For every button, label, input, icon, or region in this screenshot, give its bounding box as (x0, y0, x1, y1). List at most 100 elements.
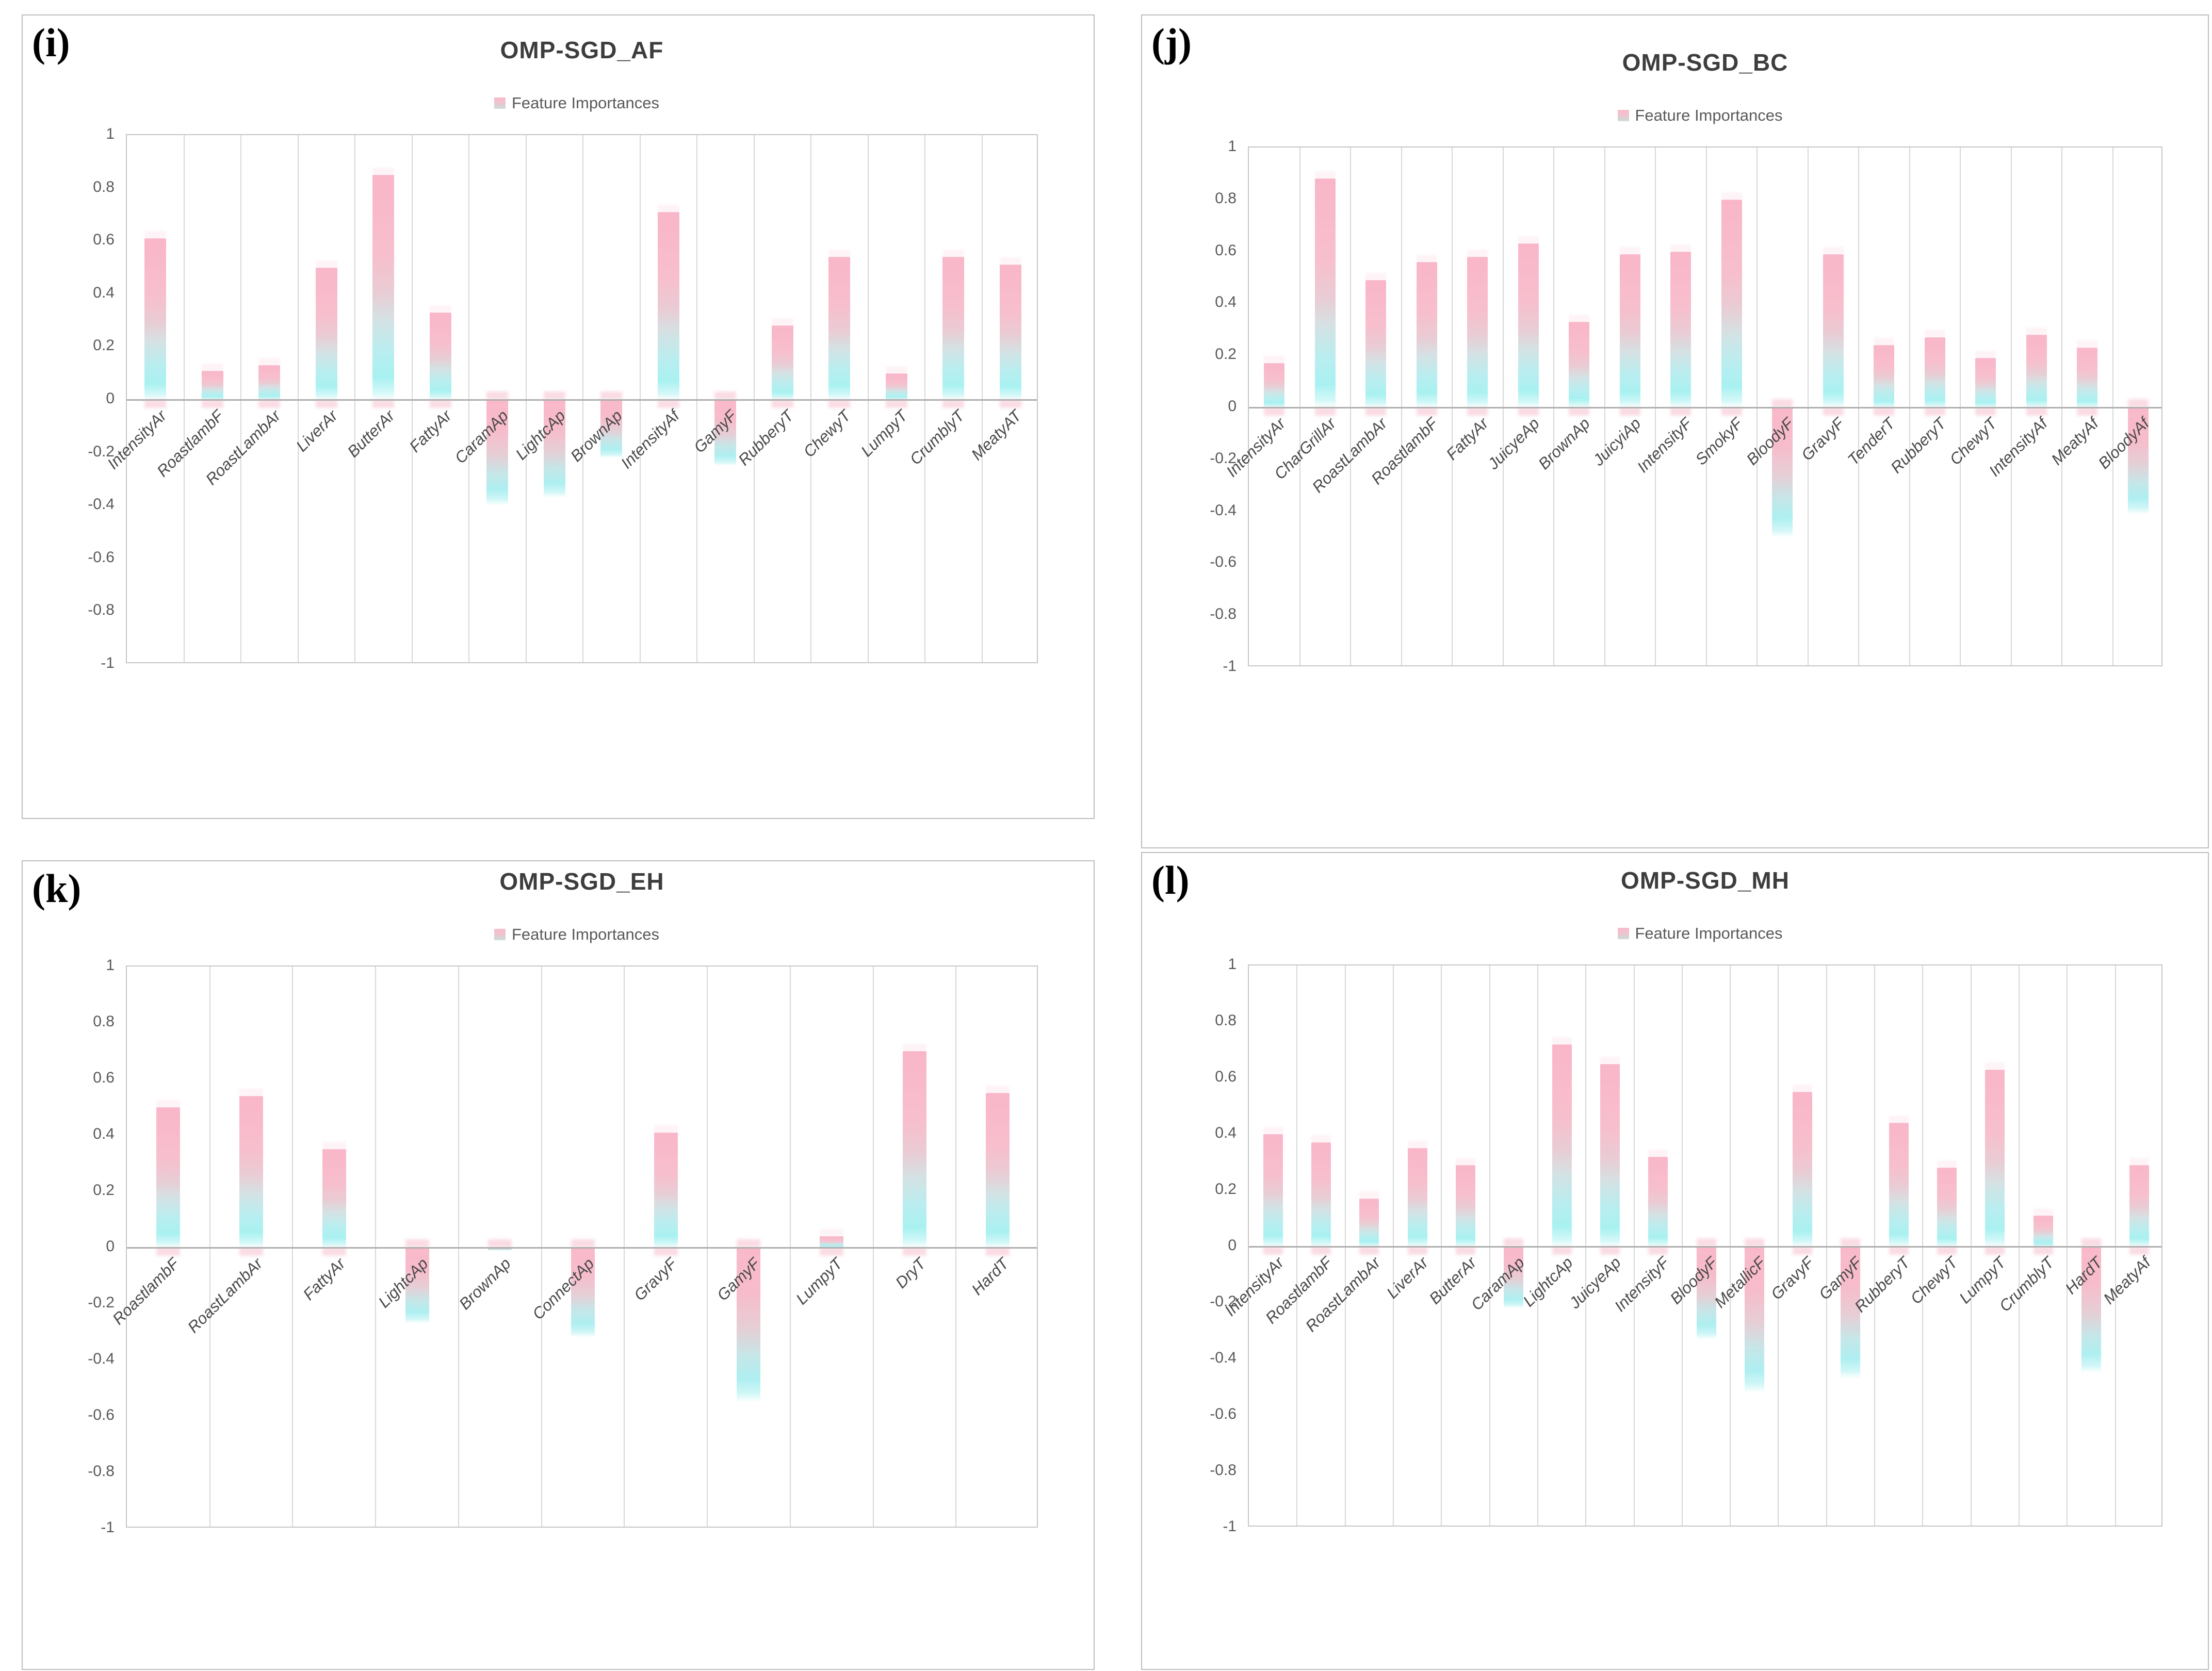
y-axis-tick-label: 0.4 (93, 284, 115, 301)
bar-IntensityAf (2026, 334, 2047, 407)
bar-BrownAp (1569, 321, 1590, 407)
vertical-gridline (2115, 965, 2116, 1526)
x-axis-category-label: ChewyT (1907, 1253, 1962, 1308)
legend-color-swatch-icon (1617, 928, 1629, 939)
vertical-gridline (872, 966, 874, 1527)
x-axis-category-label: GravyF (1767, 1253, 1817, 1303)
plot-area: IntensityAr RoastlambF RoastLambAr LiverAr B… (104, 134, 1038, 663)
vertical-gridline (1756, 148, 1758, 665)
bar-RoastlambF (156, 1107, 181, 1248)
y-axis-tick-label: 0 (106, 1238, 115, 1255)
y-axis-tick-label: 0.2 (1215, 1181, 1237, 1198)
bar-IntensityAr (1263, 1134, 1283, 1247)
x-axis-category-label: DryT (891, 1254, 929, 1292)
y-axis-tick-label: 0 (106, 390, 115, 407)
legend-label: Feature Importances (1635, 106, 1783, 124)
y-axis-tick-label: -0.4 (1210, 501, 1237, 519)
x-axis-category-label: LumpyT (857, 406, 911, 461)
panel-letter: (l) (1151, 858, 1190, 903)
bar-FattyAr (322, 1149, 346, 1248)
x-axis-category-label: RoastlambF (109, 1254, 183, 1329)
bar-LightcAp (543, 400, 565, 498)
bar-IntensityF (1648, 1156, 1668, 1247)
vertical-gridline (2061, 148, 2062, 665)
bar-JuicyeAp (1518, 243, 1539, 407)
x-axis-category-label: FattyAr (299, 1254, 349, 1304)
bar-IntensityAr (144, 238, 167, 400)
panel-letter: (k) (32, 866, 82, 911)
bar-RoastLambAr (1365, 280, 1387, 407)
vertical-gridline (1392, 965, 1394, 1526)
vertical-gridline (411, 135, 413, 662)
x-axis-category-label: LiverAr (292, 406, 341, 455)
x-axis-category-label: GravyF (1798, 414, 1848, 464)
vertical-gridline (1299, 148, 1300, 665)
vertical-gridline (1874, 965, 1876, 1526)
bar-LumpyT (820, 1236, 844, 1248)
bar-HardT (985, 1093, 1010, 1248)
y-axis-tick-label: 0.6 (1215, 241, 1237, 259)
bar-BrownAp (488, 1248, 512, 1251)
bar-RoastlambF (1416, 261, 1437, 407)
chart-title: OMP-SGD_EH (499, 868, 664, 895)
zero-axis-line (1249, 1246, 2161, 1248)
y-axis-tick-label: 0.6 (93, 1069, 115, 1086)
bar-IntensityAr (1264, 363, 1285, 407)
bar-GamyF (1841, 1247, 1861, 1379)
bar-CaramAp (1504, 1247, 1524, 1308)
vertical-gridline (707, 966, 708, 1527)
chart-panel-l: (l) OMP-SGD_MH Feature Importances 1 0.8 0.6 0… (1141, 852, 2209, 1670)
chart-title: OMP-SGD_AF (500, 37, 664, 63)
vertical-gridline (1970, 965, 1972, 1526)
vertical-gridline (1537, 965, 1538, 1526)
x-axis-category-label: IntensityAf (617, 406, 683, 472)
vertical-gridline (2010, 148, 2012, 665)
zero-axis-line (127, 399, 1037, 401)
vertical-gridline (2019, 965, 2020, 1526)
y-axis-tick-label: 0.6 (93, 231, 115, 249)
bar-RoastlambF (1311, 1142, 1331, 1247)
plot-area: RoastlambF RoastLambAr FattyAr LightcAp Brow… (109, 965, 1038, 1528)
vertical-gridline (1502, 148, 1504, 665)
x-axis-category-label: ChewyT (800, 406, 854, 461)
y-axis-tick-label: 1 (1228, 956, 1237, 973)
chart-panel-i: (i) OMP-SGD_AF Feature Importances 1 0.8 0.6 0… (22, 14, 1095, 819)
y-axis-tick-label: -1 (1223, 1518, 1237, 1535)
x-axis-category-label: IntensityF (1633, 414, 1696, 477)
y-axis-tick-label: -0.4 (88, 496, 115, 513)
panel-letter: (j) (1151, 20, 1192, 65)
bar-JuicyeAp (1600, 1063, 1620, 1247)
x-axis-category-label: LumpyT (792, 1254, 847, 1308)
y-axis-tick-label: -0.2 (1210, 1293, 1237, 1310)
bar-LumpyT (885, 373, 907, 400)
vertical-gridline (292, 966, 294, 1527)
legend: Feature Importances (494, 925, 659, 944)
bar-BloodyF (1772, 407, 1793, 537)
vertical-gridline (1633, 965, 1635, 1526)
bar-LightcAp (1552, 1044, 1572, 1247)
x-axis-category-label: LiverAr (1383, 1253, 1432, 1302)
bar-RubberyT (771, 325, 793, 400)
plot-area: IntensityAr RoastlambF RoastLambAr LiverAr B… (1221, 964, 2162, 1527)
vertical-gridline (541, 966, 542, 1527)
bar-RubberyT (1924, 337, 1945, 407)
x-axis-category-label: GravyF (630, 1254, 680, 1304)
legend-color-swatch-icon (494, 97, 506, 109)
bar-GamyF (737, 1248, 761, 1402)
y-axis-tick-label: 0.2 (1215, 346, 1237, 363)
bar-BrownAp (600, 400, 623, 458)
bar-FattyAr (429, 312, 451, 400)
y-axis-tick-label: -0.2 (1210, 449, 1237, 467)
bar-GamyF (714, 400, 737, 466)
vertical-gridline (1401, 148, 1402, 665)
bar-ButterAr (1455, 1165, 1475, 1247)
bar-GravyF (654, 1132, 678, 1248)
vertical-gridline (1778, 965, 1779, 1526)
vertical-gridline (458, 966, 459, 1527)
bar-RoastlambF (201, 370, 223, 400)
bar-MeatyAT (999, 265, 1021, 400)
vertical-gridline (183, 135, 185, 662)
bar-HardT (2081, 1247, 2102, 1373)
bar-ButterAr (372, 174, 395, 400)
bar-IntensityF (1670, 251, 1691, 407)
